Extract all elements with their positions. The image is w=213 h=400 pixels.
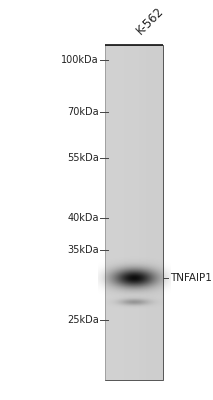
Text: 100kDa: 100kDa	[61, 55, 99, 65]
Text: 35kDa: 35kDa	[67, 245, 99, 255]
Text: 40kDa: 40kDa	[68, 213, 99, 223]
Text: 25kDa: 25kDa	[67, 315, 99, 325]
Bar	[105, 45, 163, 380]
Text: K-562: K-562	[134, 4, 167, 37]
Text: TNFAIP1: TNFAIP1	[170, 273, 212, 283]
Text: 55kDa: 55kDa	[67, 153, 99, 163]
Text: 70kDa: 70kDa	[67, 107, 99, 117]
